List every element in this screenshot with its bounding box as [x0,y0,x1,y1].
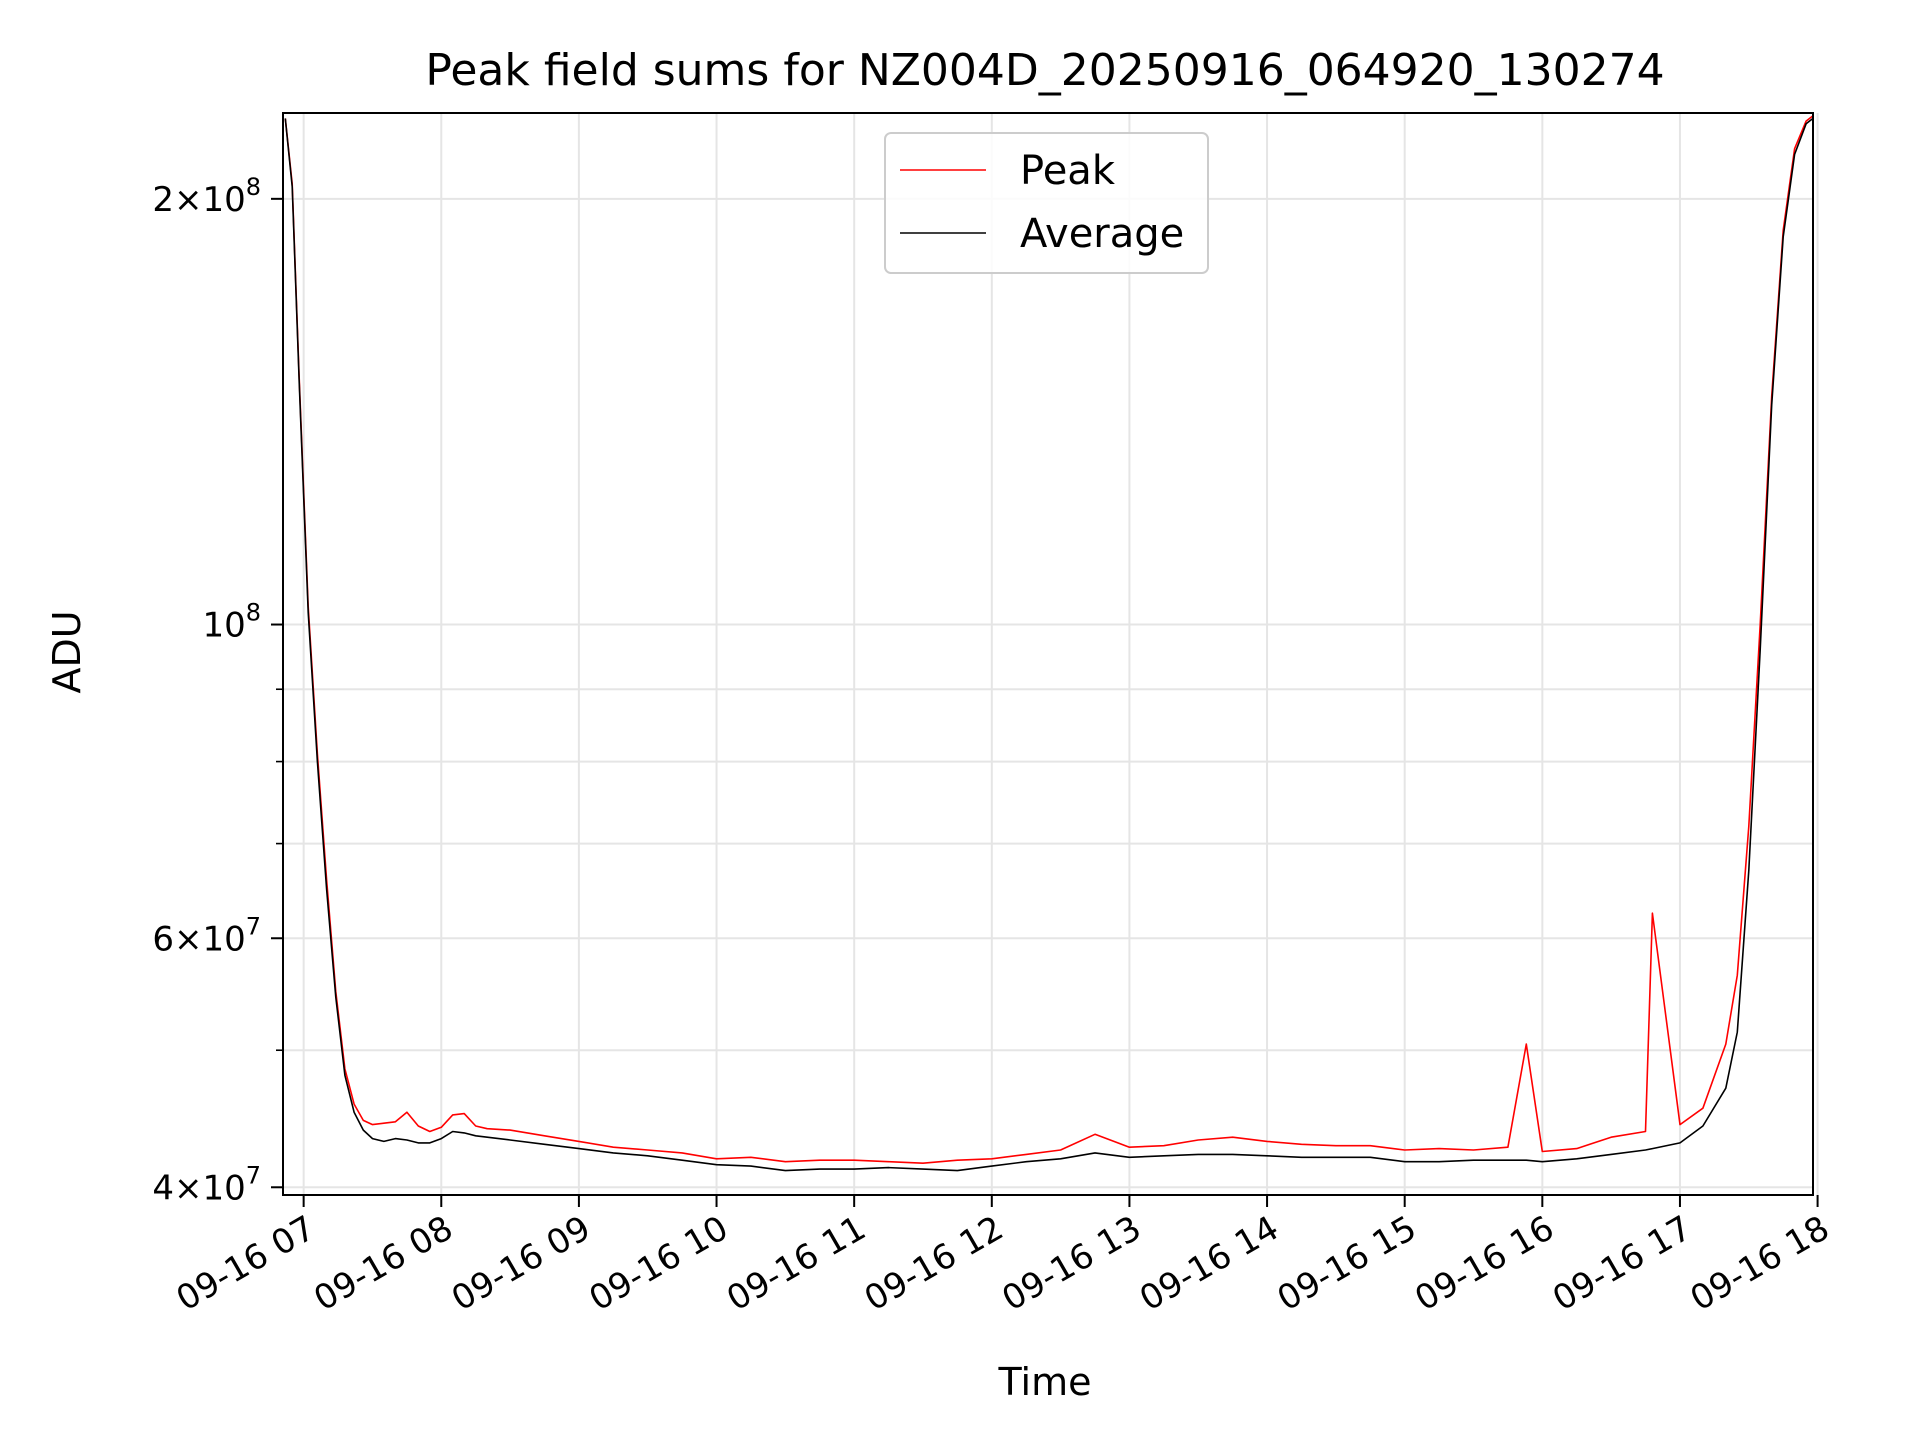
y-tick-label: 6×107 [152,912,261,959]
series-layer [284,115,1814,1172]
legend-label-average: Average [1020,211,1184,257]
series-line-peak [284,115,1814,1164]
y-tick-label: 108 [202,599,261,646]
legend: Peak Average [884,132,1209,274]
y-tick-label: 2×108 [152,173,261,220]
chart-title: Peak field sums for NZ004D_20250916_0649… [425,45,1664,96]
plot-frame [282,112,1814,1196]
y-tick-label: 4×107 [152,1161,261,1208]
y-axis-label: ADU [45,610,89,693]
series-line-average [284,117,1814,1172]
grid [283,113,1819,1195]
legend-label-peak: Peak [1020,148,1116,194]
legend-box [884,132,1209,274]
x-axis-label: Time [998,1360,1092,1404]
